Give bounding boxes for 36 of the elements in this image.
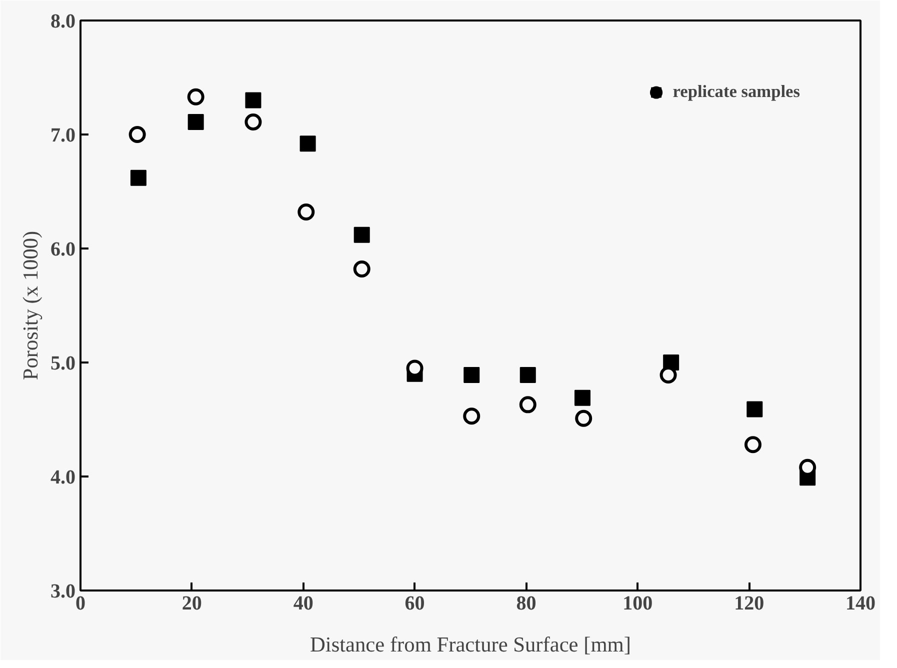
y-tick-label: 5.0 (50, 352, 76, 374)
point (463, 408, 480, 425)
point (519, 396, 536, 414)
point (187, 88, 204, 106)
point (464, 367, 480, 384)
y-axis-title: Porosity (x 1000) (18, 230, 42, 380)
y-tick-label: 3.0 (50, 580, 76, 602)
point (300, 136, 316, 152)
point (130, 170, 146, 186)
x-tick-label: 80 (516, 592, 536, 614)
x-tick-label: 20 (182, 592, 202, 614)
point (746, 401, 763, 418)
point (660, 366, 677, 384)
y-tick-label: 6.0 (50, 238, 76, 260)
point (298, 204, 315, 221)
x-tick-label: 60 (404, 592, 425, 614)
x-tick-label: 100 (622, 592, 653, 614)
point (574, 390, 590, 406)
x-tick-label: 40 (293, 592, 314, 614)
x-tick-label: 120 (734, 592, 764, 614)
point (245, 92, 262, 108)
point (353, 260, 370, 278)
x-axis-title: Distance from Fracture Surface [mm] (310, 632, 631, 656)
point (744, 436, 762, 454)
y-tick-label: 4.0 (50, 466, 76, 488)
point (575, 410, 592, 427)
y-tick-label: 7.0 (50, 124, 76, 146)
point (188, 114, 204, 130)
point (128, 126, 146, 143)
point (244, 113, 262, 130)
legend-label: replicate samples (672, 82, 800, 102)
y-tick-label: 8.0 (50, 10, 76, 32)
x-tick-label: 0 (76, 592, 86, 614)
point (520, 367, 536, 384)
point (354, 226, 370, 243)
x-tick-label: 140 (846, 592, 876, 614)
